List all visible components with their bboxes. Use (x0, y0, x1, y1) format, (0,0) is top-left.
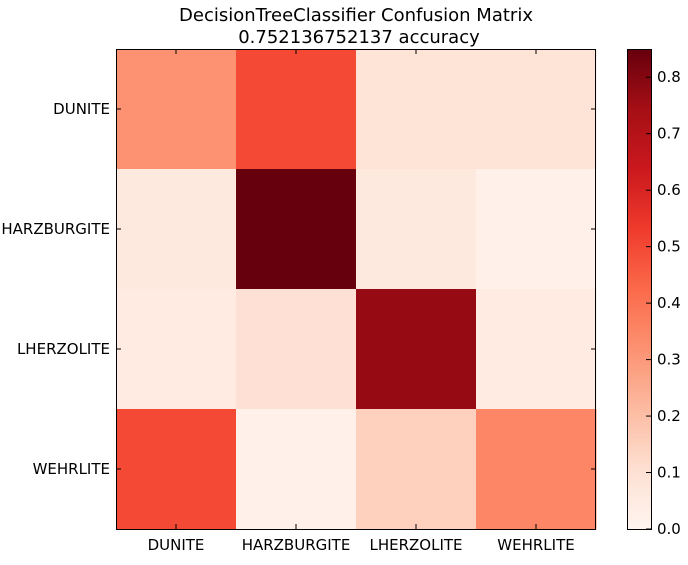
heatmap-cell (476, 289, 597, 410)
heatmap-cell (356, 289, 477, 410)
heatmap-cell (236, 409, 357, 530)
colorbar (627, 49, 652, 530)
plot-frame (116, 49, 596, 530)
row-tick-label: LHERZOLITE (17, 340, 110, 358)
row-tick-label: DUNITE (53, 100, 110, 118)
colorbar-ticks: 0.0 0.1 0.2 0.3 0.4 0.5 0.6 0.7 0.8 (646, 68, 681, 538)
colorbar-tick-label: 0.5 (657, 238, 681, 256)
colorbar-tick-label: 0.8 (657, 68, 681, 86)
heatmap-cell (356, 49, 477, 170)
col-tick-label: LHERZOLITE (369, 536, 462, 554)
heatmap-cell (116, 169, 237, 290)
colorbar-tick-label: 0.1 (657, 464, 681, 482)
col-labels: DUNITE HARZBURGITE LHERZOLITE WEHRLITE (148, 49, 575, 554)
heatmap-cell (236, 49, 357, 170)
chart-subtitle: 0.752136752137 accuracy (238, 27, 480, 48)
heatmap-cell (116, 49, 237, 170)
col-tick-label: DUNITE (148, 536, 205, 554)
col-tick-label: WEHRLITE (497, 536, 574, 554)
colorbar-tick-label: 0.0 (657, 520, 681, 538)
colorbar-tick-label: 0.7 (657, 125, 681, 143)
heatmap-cell (476, 409, 597, 530)
heatmap-cells (116, 49, 597, 530)
row-tick-label: WEHRLITE (33, 460, 110, 478)
heatmap-cell (476, 49, 597, 170)
colorbar-tick-label: 0.2 (657, 407, 681, 425)
heatmap-cell (116, 289, 237, 410)
chart-title: DecisionTreeClassifier Confusion Matrix (179, 5, 533, 26)
heatmap-cell (236, 289, 357, 410)
colorbar-tick-label: 0.6 (657, 181, 681, 199)
colorbar-tick-label: 0.4 (657, 294, 681, 312)
colorbar-tick-label: 0.3 (657, 351, 681, 369)
row-tick-label: HARZBURGITE (1, 220, 110, 238)
heatmap-cell (476, 169, 597, 290)
heatmap-cell (116, 409, 237, 530)
row-labels: DUNITE HARZBURGITE LHERZOLITE WEHRLITE (1, 100, 596, 478)
heatmap-cell (356, 169, 477, 290)
heatmap-cell (236, 169, 357, 290)
heatmap-cell (356, 409, 477, 530)
col-tick-label: HARZBURGITE (242, 536, 351, 554)
